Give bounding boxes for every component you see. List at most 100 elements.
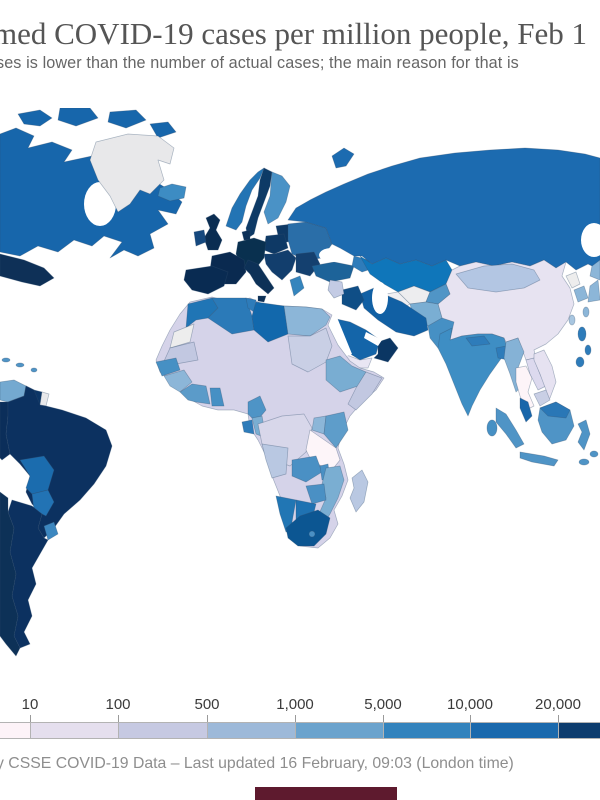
country-italy[interactable]: [243, 259, 275, 303]
legend-segment[interactable]: [295, 722, 385, 739]
legend-tick-label: 5,000: [364, 696, 402, 713]
country-ghana[interactable]: [209, 387, 225, 407]
legend-tick: [118, 715, 119, 723]
legend-segment[interactable]: [383, 722, 472, 739]
country-egypt[interactable]: [283, 305, 331, 337]
country-uruguay[interactable]: [43, 521, 59, 541]
country-balkans[interactable]: [263, 249, 297, 281]
legend-tick: [558, 715, 559, 723]
country-kenya[interactable]: [323, 411, 349, 449]
country-canada-arctic-islands[interactable]: [17, 107, 177, 139]
persian-gulf: [364, 332, 382, 346]
country-lesotho[interactable]: [308, 530, 316, 538]
legend-tick-label: 500: [194, 696, 220, 713]
country-turkey[interactable]: [311, 261, 355, 283]
country-spain-portugal[interactable]: [183, 265, 229, 295]
country-kyrgyzstan-tajikistan[interactable]: [425, 283, 451, 305]
legend-tick-label: 100: [105, 696, 131, 713]
caribbean-islands[interactable]: [30, 367, 38, 373]
country-india[interactable]: [437, 327, 509, 417]
legend-tick: [383, 715, 384, 723]
legend-tick: [30, 715, 31, 723]
chart-title: med COVID-19 cases per million people, F…: [0, 16, 600, 56]
country-ivory-coast-liberia[interactable]: [179, 383, 211, 405]
country-iceland[interactable]: [157, 183, 187, 202]
country-angola[interactable]: [261, 443, 289, 479]
country-brazil[interactable]: [5, 385, 113, 539]
source-text: y CSSE COVID-19 Data – Last updated 16 F…: [0, 755, 514, 772]
caribbean-islands[interactable]: [15, 362, 25, 368]
legend-tick-label: 20,000: [535, 696, 581, 713]
legend-segment[interactable]: [0, 722, 32, 739]
country-sudan[interactable]: [287, 327, 333, 373]
legend-segment[interactable]: [30, 722, 120, 739]
legend-segment[interactable]: [118, 722, 209, 739]
caribbean-islands[interactable]: [1, 357, 11, 363]
indonesia-islands[interactable]: [578, 458, 590, 466]
legend-tick: [295, 715, 296, 723]
color-scale-legend: 10 100 500 1,000 5,000 10,000 20,000: [0, 694, 600, 744]
country-greece[interactable]: [289, 275, 305, 297]
country-sri-lanka[interactable]: [486, 419, 498, 437]
legend-segment[interactable]: [558, 722, 600, 739]
country-sweden[interactable]: [245, 167, 273, 239]
legend-tick-label: 10,000: [447, 696, 493, 713]
country-western-sahara[interactable]: [169, 323, 195, 349]
world-choropleth-map: [0, 107, 600, 690]
country-senegal[interactable]: [155, 357, 181, 377]
country-denmark[interactable]: [241, 229, 251, 241]
legend-tick: [207, 715, 208, 723]
country-philippines[interactable]: [577, 326, 587, 342]
country-greenland[interactable]: [89, 133, 175, 213]
country-indonesia-sulawesi[interactable]: [577, 419, 591, 451]
country-philippines[interactable]: [584, 344, 592, 356]
sea-of-okhotsk: [581, 223, 600, 257]
country-finland[interactable]: [263, 171, 291, 225]
country-indonesia-java[interactable]: [519, 451, 559, 467]
chart-subtitle: ses is lower than the number of actual c…: [0, 54, 600, 76]
country-levant[interactable]: [327, 279, 345, 299]
country-zambia[interactable]: [291, 455, 323, 483]
country-mongolia[interactable]: [455, 263, 541, 293]
country-ireland[interactable]: [193, 229, 207, 247]
country-indonesia-sumatra[interactable]: [495, 407, 525, 449]
country-zimbabwe[interactable]: [305, 483, 327, 505]
legend-segment[interactable]: [207, 722, 297, 739]
legend-segment[interactable]: [470, 722, 560, 739]
country-japan[interactable]: [587, 259, 600, 303]
country-cameroon[interactable]: [247, 395, 267, 423]
novaya-zemlya[interactable]: [331, 147, 355, 169]
legend-tick-label: 10: [21, 696, 39, 713]
country-thailand[interactable]: [515, 365, 535, 411]
country-somalia[interactable]: [347, 371, 383, 411]
country-usa[interactable]: [0, 253, 55, 287]
country-malaysia[interactable]: [519, 397, 533, 423]
country-cambodia[interactable]: [533, 389, 551, 407]
country-south-korea[interactable]: [573, 285, 589, 303]
country-taiwan[interactable]: [568, 314, 576, 326]
country-madagascar[interactable]: [349, 469, 369, 513]
legend-tick-label: 1,000: [276, 696, 314, 713]
country-french-guiana[interactable]: [39, 391, 50, 407]
country-south-africa[interactable]: [285, 509, 331, 547]
legend-tick: [470, 715, 471, 723]
country-guinea[interactable]: [163, 369, 193, 393]
world-map-svg: [0, 107, 600, 657]
country-japan-kyushu[interactable]: [582, 306, 590, 318]
country-nepal-bhutan[interactable]: [465, 335, 491, 347]
country-philippines[interactable]: [575, 356, 585, 368]
country-east-malaysia[interactable]: [539, 401, 571, 419]
indonesia-islands[interactable]: [589, 450, 599, 458]
country-norway[interactable]: [225, 167, 265, 231]
country-united-kingdom[interactable]: [203, 213, 223, 251]
country-gabon[interactable]: [241, 419, 255, 435]
country-oman-uae[interactable]: [373, 337, 399, 363]
country-north-korea[interactable]: [565, 271, 581, 289]
chart-title-text: med COVID-19 cases per million people, F…: [0, 16, 588, 51]
country-chile[interactable]: [0, 491, 21, 657]
caspian-sea: [372, 282, 388, 314]
black-sea: [319, 248, 345, 262]
country-iraq[interactable]: [341, 285, 365, 311]
cropped-logo-bar: [255, 787, 397, 800]
